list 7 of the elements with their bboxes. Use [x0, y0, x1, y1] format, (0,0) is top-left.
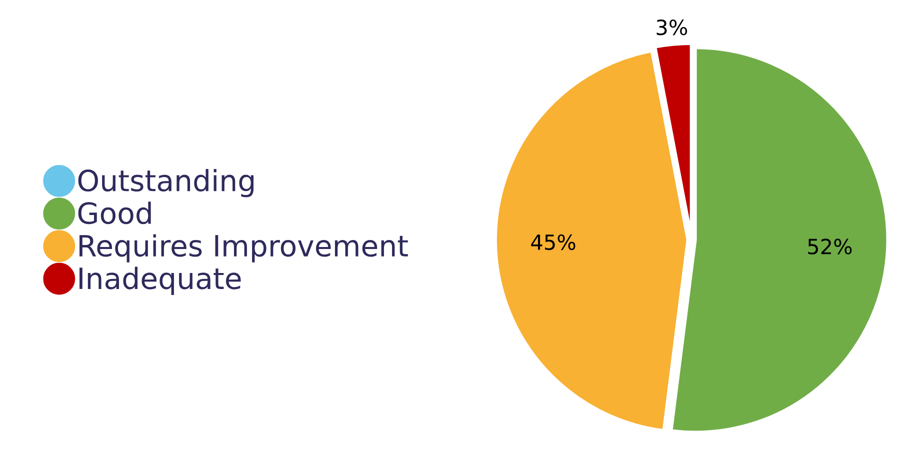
data-label: 52% — [808, 238, 852, 254]
data-label: 45% — [531, 234, 576, 250]
legend-label: Requires Improvement — [80, 234, 408, 262]
legend-label: Inadequate — [80, 266, 241, 296]
legend-label: Outstanding — [78, 168, 254, 198]
legend-label: Good — [78, 202, 151, 224]
data-label: 3% — [656, 19, 688, 36]
